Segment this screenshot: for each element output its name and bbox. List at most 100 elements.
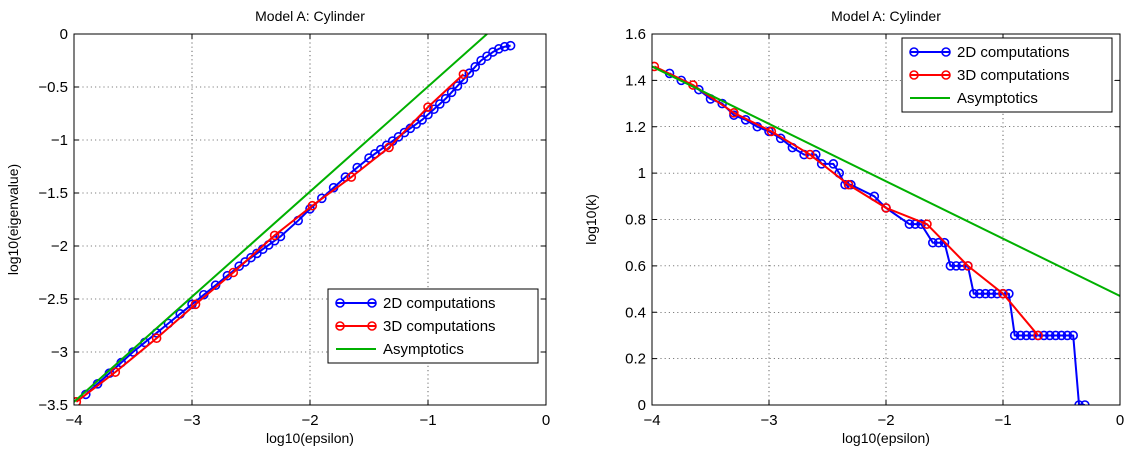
legend: 2D computations 3D computations Asymptotic… — [901, 37, 1113, 113]
data-point — [933, 237, 944, 248]
x-tick-label: −3 — [760, 412, 777, 429]
x-axis-label: log10(epsilon) — [266, 430, 354, 446]
data-point — [228, 267, 239, 278]
data-point — [927, 237, 938, 248]
y-tick-label: 0.2 — [625, 351, 646, 368]
data-point — [805, 149, 815, 160]
data-point — [505, 40, 516, 51]
data-point — [458, 69, 469, 80]
legend-marker — [335, 321, 345, 331]
data-point — [151, 333, 162, 344]
y-tick-label: 1 — [638, 165, 646, 182]
data-point — [1080, 400, 1090, 405]
data-point — [470, 62, 481, 72]
x-tick-label: −4 — [643, 412, 660, 429]
data-point — [190, 299, 201, 310]
data-point — [1021, 330, 1032, 341]
data-point — [922, 219, 932, 229]
data-point — [346, 172, 357, 182]
data-point — [307, 200, 318, 211]
data-point — [828, 159, 839, 169]
data-point — [904, 219, 915, 229]
y-tick-label: 0 — [60, 26, 68, 43]
y-tick-label: 0.4 — [625, 304, 646, 321]
x-tick-label: −3 — [183, 412, 200, 429]
y-tick-label: 0.6 — [625, 258, 646, 275]
left-chart: −4 −3 −2 −1 0 −3.5 −3 −2.5 −2 −1.5 −1 −0.5 0 Model A:… — [5, 8, 550, 446]
data-point — [316, 193, 327, 204]
legend-marker — [909, 47, 919, 57]
data-point — [1062, 330, 1073, 341]
data-point — [957, 261, 967, 271]
y-tick-label: −2.5 — [38, 291, 68, 308]
y-axis-label: log10(k) — [583, 194, 599, 245]
data-point — [1074, 400, 1084, 405]
series-line-1 — [653, 65, 1039, 337]
data-point — [939, 237, 950, 248]
x-tick-label: −4 — [65, 412, 82, 429]
data-point — [945, 261, 956, 271]
legend-label: 2D computations — [957, 44, 1070, 61]
x-tick-label: −1 — [419, 412, 436, 429]
data-point — [493, 44, 504, 54]
data-point — [968, 288, 979, 299]
y-tick-label: −3.5 — [38, 397, 68, 414]
legend-marker — [367, 321, 377, 331]
data-point — [434, 99, 445, 109]
data-layer — [652, 61, 1120, 405]
data-point — [269, 230, 280, 241]
data-point — [384, 142, 394, 153]
data-point — [693, 84, 704, 95]
x-tick-label: −1 — [994, 412, 1011, 429]
x-tick-label: 0 — [542, 412, 550, 429]
data-point — [974, 288, 985, 299]
data-point — [1068, 330, 1078, 341]
data-point — [980, 288, 991, 299]
y-tick-label: 1.2 — [625, 119, 646, 136]
series-line-2 — [74, 34, 488, 403]
data-point — [499, 41, 510, 52]
data-point — [729, 108, 739, 118]
y-tick-label: 1.4 — [625, 72, 646, 89]
legend: 2D computations 3D computations Asymptotic… — [327, 288, 539, 364]
data-point — [1027, 330, 1038, 341]
chart-title: Model A: Cylinder — [831, 8, 941, 24]
y-tick-label: −0.5 — [38, 79, 68, 96]
legend-label: Asymptotics — [957, 90, 1038, 107]
legend-label: 3D computations — [383, 318, 496, 335]
y-tick-label: 0.8 — [625, 212, 646, 229]
data-point — [275, 231, 286, 242]
right-chart: −4 −3 −2 −1 0 0 0.2 0.4 0.6 0.8 1 1.2 1.4 1.6 Model A:… — [583, 8, 1124, 446]
data-point — [652, 61, 660, 72]
data-point — [440, 93, 451, 104]
legend-marker — [367, 298, 377, 308]
y-tick-label: 1.6 — [625, 26, 646, 43]
y-tick-label: −2 — [51, 238, 68, 255]
data-point — [110, 367, 121, 377]
data-point — [951, 261, 962, 271]
data-point — [843, 179, 854, 190]
data-point — [429, 104, 439, 115]
data-point — [423, 102, 433, 112]
data-point — [881, 203, 891, 213]
y-tick-label: −1 — [51, 132, 68, 149]
data-point — [766, 126, 777, 137]
legend-marker — [941, 47, 951, 57]
series-line-2 — [652, 65, 1120, 297]
data-point — [452, 81, 463, 91]
legend-marker — [335, 298, 345, 308]
y-tick-label: −3 — [51, 344, 68, 361]
x-tick-label: −2 — [301, 412, 318, 429]
data-point — [986, 288, 997, 299]
legend-label: 3D computations — [957, 67, 1070, 84]
data-point — [1004, 288, 1014, 299]
legend-marker — [941, 70, 951, 80]
data-point — [1015, 330, 1026, 341]
series-line-1 — [75, 73, 465, 403]
data-point — [816, 159, 827, 169]
x-axis-label: log10(epsilon) — [842, 430, 930, 446]
data-point — [963, 261, 973, 271]
data-layer — [74, 34, 516, 405]
x-tick-label: 0 — [1116, 412, 1124, 429]
